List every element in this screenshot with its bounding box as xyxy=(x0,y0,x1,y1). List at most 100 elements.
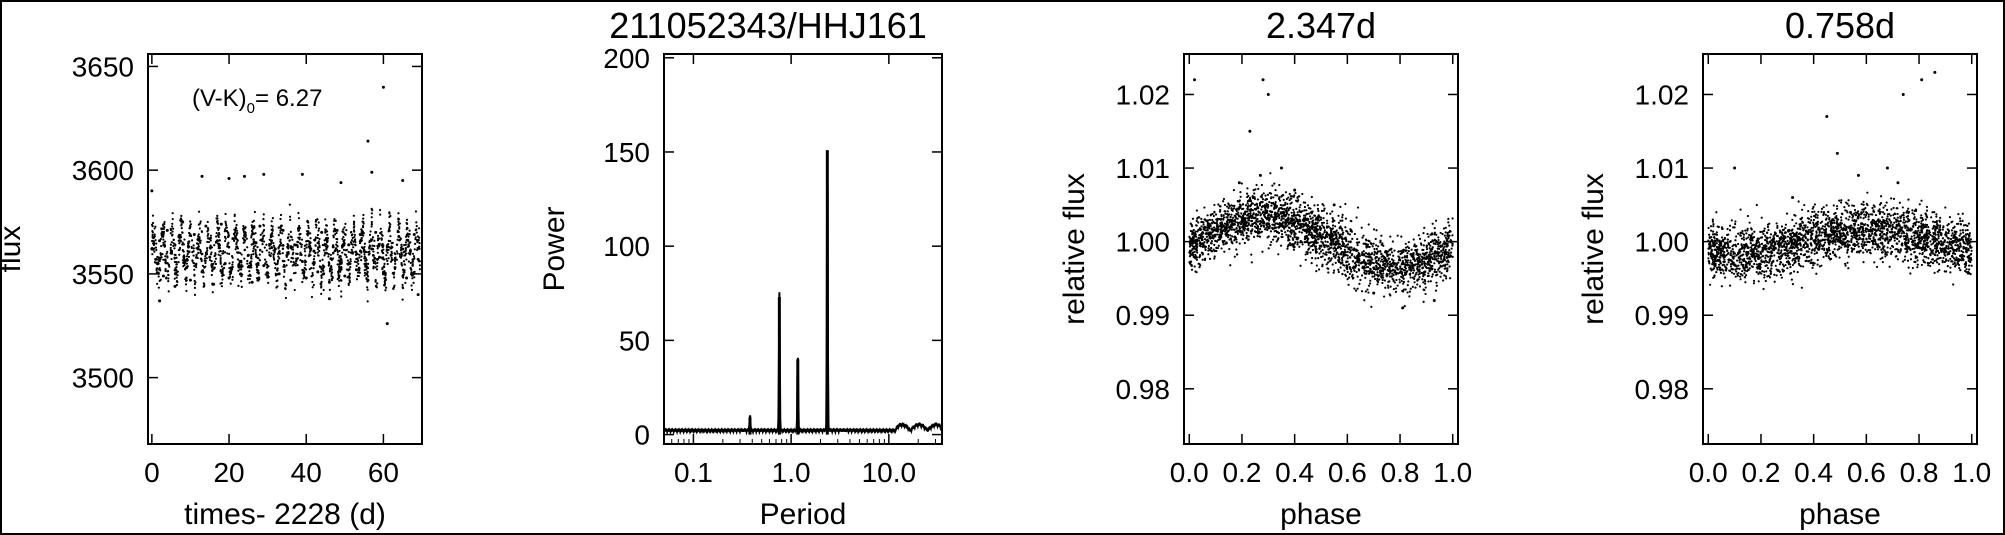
data-point xyxy=(298,226,302,230)
data-point xyxy=(184,283,188,286)
data-point xyxy=(216,242,220,245)
data-point xyxy=(1288,192,1291,196)
data-point xyxy=(1435,255,1438,258)
data-point xyxy=(1409,276,1412,279)
data-point xyxy=(366,139,370,143)
data-point xyxy=(1225,216,1228,219)
data-point xyxy=(1217,244,1220,247)
data-point xyxy=(203,257,207,260)
data-point xyxy=(211,282,214,285)
data-point xyxy=(216,214,219,218)
data-point xyxy=(1288,242,1292,245)
data-point xyxy=(1190,268,1194,271)
data-point xyxy=(1229,227,1232,230)
data-point xyxy=(1306,229,1309,232)
data-point xyxy=(209,244,212,247)
data-point xyxy=(1222,214,1225,217)
data-point xyxy=(360,228,363,231)
data-point xyxy=(296,245,299,249)
data-point xyxy=(327,253,330,256)
data-point xyxy=(277,246,280,249)
data-point xyxy=(1355,241,1359,244)
data-point xyxy=(288,203,291,206)
data-point xyxy=(1422,275,1425,278)
data-point xyxy=(1381,268,1385,271)
data-point xyxy=(1365,245,1368,248)
data-point xyxy=(1377,266,1381,270)
data-point xyxy=(1371,275,1374,278)
data-point xyxy=(1350,254,1353,257)
data-point xyxy=(1312,229,1315,232)
data-point xyxy=(342,239,345,243)
data-point xyxy=(1401,306,1405,310)
data-point xyxy=(364,264,367,267)
data-point xyxy=(1248,129,1252,133)
data-point xyxy=(1247,204,1250,207)
data-point xyxy=(185,257,189,261)
data-point xyxy=(291,253,294,256)
x-tick-label: 0.0 xyxy=(1170,457,1209,488)
data-point xyxy=(1441,232,1444,236)
data-point xyxy=(336,248,339,252)
data-point xyxy=(1426,260,1429,264)
data-point xyxy=(1198,266,1201,269)
data-point xyxy=(361,247,364,250)
data-point xyxy=(1850,224,1853,227)
data-point xyxy=(1395,278,1398,282)
data-point xyxy=(315,224,318,227)
data-point xyxy=(317,240,320,243)
data-point xyxy=(1346,260,1349,263)
data-point xyxy=(1381,278,1384,282)
data-point xyxy=(245,237,248,240)
data-point xyxy=(1214,235,1217,238)
data-point xyxy=(366,265,369,268)
data-point xyxy=(1315,264,1318,267)
data-point xyxy=(413,257,416,260)
data-point xyxy=(1266,193,1270,196)
data-point xyxy=(1305,209,1308,212)
data-point xyxy=(320,292,323,295)
data-point xyxy=(279,217,282,221)
data-point xyxy=(418,236,421,239)
data-point xyxy=(150,239,154,243)
data-point xyxy=(211,291,214,294)
data-point xyxy=(1427,274,1430,277)
data-point xyxy=(170,249,174,252)
data-point xyxy=(216,234,219,237)
data-point xyxy=(246,262,249,265)
data-point xyxy=(1341,238,1344,241)
data-point xyxy=(1267,219,1271,222)
data-point xyxy=(1209,224,1212,228)
data-point xyxy=(399,246,403,249)
data-point xyxy=(1365,266,1368,269)
data-point xyxy=(1391,240,1394,243)
data-point xyxy=(287,258,290,262)
data-point xyxy=(1435,271,1438,274)
data-point xyxy=(1370,305,1373,308)
data-point xyxy=(1249,199,1253,203)
data-point xyxy=(1382,260,1386,263)
data-point xyxy=(1204,226,1207,229)
data-point xyxy=(185,289,188,293)
data-point xyxy=(357,259,360,262)
data-point xyxy=(282,265,285,268)
data-point xyxy=(1262,220,1265,223)
data-point xyxy=(271,229,274,232)
data-point xyxy=(1392,287,1396,291)
data-point xyxy=(187,231,191,235)
data-point xyxy=(1209,214,1212,217)
data-point xyxy=(1389,269,1392,273)
data-point xyxy=(234,248,237,251)
data-point xyxy=(342,248,346,251)
data-point xyxy=(1278,221,1281,225)
data-point xyxy=(317,221,320,224)
data-point xyxy=(1242,224,1245,228)
data-point xyxy=(221,274,224,278)
data-point xyxy=(197,210,201,213)
data-point xyxy=(1201,242,1204,246)
data-point xyxy=(270,220,273,223)
data-point xyxy=(1232,219,1235,223)
data-point xyxy=(1337,259,1340,262)
data-point xyxy=(362,217,365,220)
data-point xyxy=(325,237,328,240)
